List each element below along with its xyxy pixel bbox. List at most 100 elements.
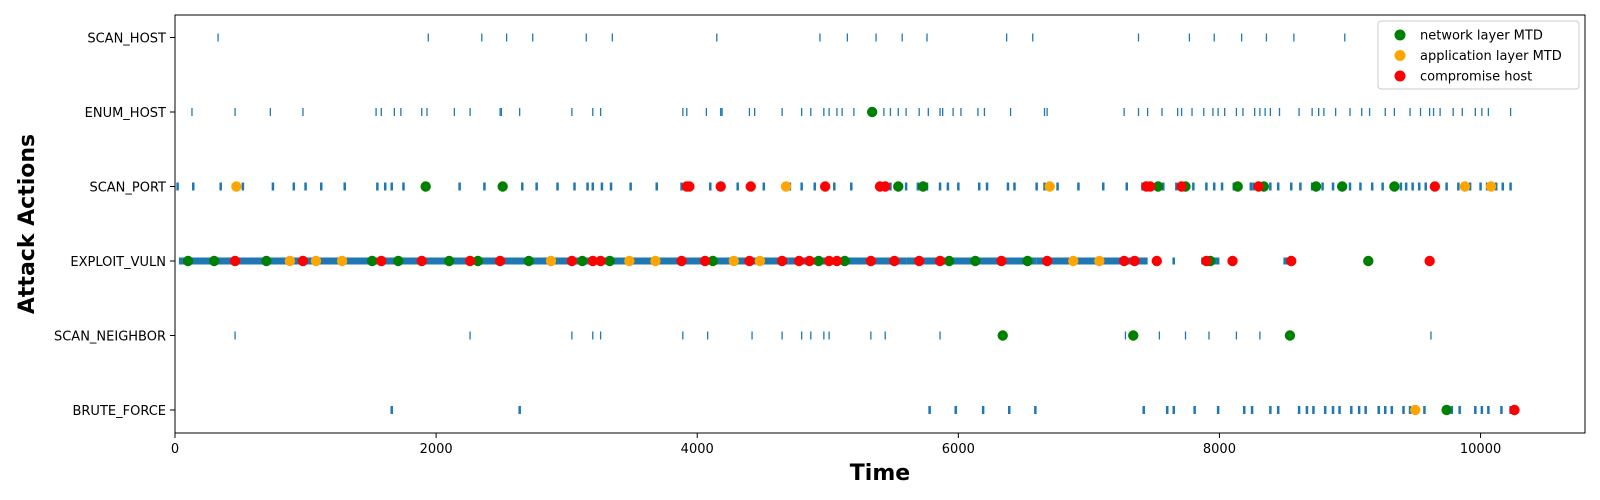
y-axis: BRUTE_FORCE SCAN_NEIGHBOR EXPLOIT_VULN SCAN… (54, 32, 175, 419)
event-marker-compromise-host (1201, 255, 1212, 267)
action-tick-scan-neighbor (828, 331, 830, 340)
action-tick-brute-force (1305, 406, 1309, 414)
event-marker-compromise-host (745, 181, 756, 192)
event-marker-compromise-host (776, 255, 788, 267)
action-tick-scan-neighbor (1430, 331, 1432, 340)
action-tick-scan-host (1344, 33, 1346, 42)
action-tick-enum-host (686, 108, 688, 116)
action-tick-brute-force (981, 406, 985, 414)
action-tick-scan-neighbor (682, 331, 684, 340)
action-tick-scan-port (800, 182, 803, 191)
action-tick-enum-host (375, 108, 377, 116)
action-tick-scan-port (241, 182, 245, 191)
action-tick-scan-port (1269, 182, 1272, 191)
action-tick-scan-port (304, 182, 307, 191)
action-tick-scan-neighbor (707, 331, 709, 340)
action-tick-scan-neighbor (1124, 331, 1127, 340)
action-tick-brute-force (1487, 406, 1490, 414)
event-marker-network-layer-MTD (1232, 181, 1243, 192)
y-tick-label: SCAN_NEIGHBOR (54, 330, 166, 345)
action-tick-enum-host (1203, 108, 1205, 116)
action-tick-enum-host (952, 108, 954, 116)
y-axis-title: Attack Actions (15, 134, 40, 314)
action-tick-scan-port (1252, 182, 1255, 191)
event-marker-network-layer-MTD (1152, 181, 1164, 192)
event-marker-network-layer-MTD (893, 181, 904, 192)
action-tick-scan-port (1299, 182, 1302, 191)
event-marker-network-layer-MTD (943, 255, 955, 267)
action-tick-enum-host (426, 108, 428, 116)
action-tick-enum-host (500, 108, 503, 116)
event-marker-compromise-host (1041, 255, 1053, 267)
legend: network layer MTD application layer MTD co… (1377, 20, 1580, 90)
action-tick-scan-port (629, 182, 632, 191)
action-tick-enum-host (1217, 108, 1219, 116)
action-tick-brute-force (1423, 406, 1426, 414)
action-tick-scan-neighbor (823, 331, 825, 340)
action-tick-scan-host (875, 33, 877, 42)
action-tick-scan-port (343, 182, 346, 191)
y-tick-label: SCAN_PORT (89, 181, 166, 196)
event-marker-compromise-host (1176, 181, 1187, 192)
action-tick-scan-port (556, 182, 559, 191)
action-tick-scan-port (1411, 182, 1414, 191)
action-tick-scan-port (1381, 182, 1384, 191)
y-tick-label: BRUTE_FORCE (72, 404, 166, 419)
action-tick-enum-host (1334, 108, 1337, 116)
action-tick-scan-port (402, 182, 405, 191)
action-tick-enum-host (1298, 108, 1300, 116)
event-marker-compromise-host (1145, 181, 1156, 192)
action-tick-scan-port (600, 182, 604, 191)
action-tick-scan-port (458, 182, 461, 191)
action-tick-enum-host (905, 108, 907, 116)
event-marker-compromise-host (1118, 255, 1130, 267)
action-tick-enum-host (1259, 108, 1261, 116)
action-tick-scan-neighbor (939, 331, 941, 340)
event-marker-compromise-host (1424, 255, 1435, 267)
event-marker-network-layer-MTD (497, 181, 508, 192)
action-tick-scan-host (1188, 33, 1191, 42)
event-marker-compromise-host (699, 255, 711, 267)
action-tick-scan-port (1445, 182, 1448, 191)
x-tick-label: 8000 (1203, 442, 1236, 457)
marker-layer (182, 106, 1520, 416)
action-tick-brute-force (1377, 406, 1380, 414)
action-tick-enum-host (1368, 108, 1371, 116)
action-tick-enum-host (1419, 108, 1422, 116)
action-tick-enum-host (469, 108, 471, 116)
action-tick-enum-host (1461, 108, 1463, 116)
action-tick-scan-port (946, 182, 950, 191)
action-tick-enum-host (599, 108, 602, 116)
action-tick-scan-port (1290, 182, 1293, 191)
action-tick-scan-host (1032, 33, 1034, 42)
x-axis: 0 2000 4000 6000 8000 10000 (171, 433, 1501, 457)
action-tick-scan-neighbor (1158, 331, 1161, 340)
action-tick-scan-port (1404, 182, 1408, 191)
event-marker-application-layer-MTD (545, 255, 557, 267)
action-tick-enum-host (705, 108, 708, 116)
action-tick-scan-port (1043, 182, 1046, 191)
action-tick-scan-port (1205, 182, 1208, 191)
action-tick-scan-neighbor (599, 331, 602, 340)
action-tick-enum-host (897, 108, 899, 116)
action-tick-scan-port (1321, 182, 1324, 191)
legend-swatch (1394, 70, 1406, 82)
action-tick-enum-host (1264, 108, 1266, 116)
action-tick-brute-force (1500, 406, 1503, 414)
event-marker-compromise-host (464, 255, 476, 267)
action-tick-enum-host (1235, 108, 1238, 116)
action-tick-scan-port (176, 182, 179, 191)
event-marker-application-layer-MTD (650, 255, 661, 267)
event-marker-network-layer-MTD (182, 255, 194, 267)
action-tick-scan-host (1137, 33, 1140, 42)
action-tick-scan-port (535, 182, 538, 191)
action-span-exploit-vuln (1036, 257, 1148, 265)
event-marker-compromise-host (676, 255, 687, 267)
action-layer (176, 33, 1512, 414)
action-tick-brute-force (1390, 406, 1394, 414)
action-tick-brute-force (1243, 406, 1246, 414)
event-marker-compromise-host (880, 181, 891, 192)
event-marker-application-layer-MTD (231, 181, 242, 192)
action-tick-enum-host (571, 108, 573, 116)
action-tick-scan-port (904, 182, 908, 191)
